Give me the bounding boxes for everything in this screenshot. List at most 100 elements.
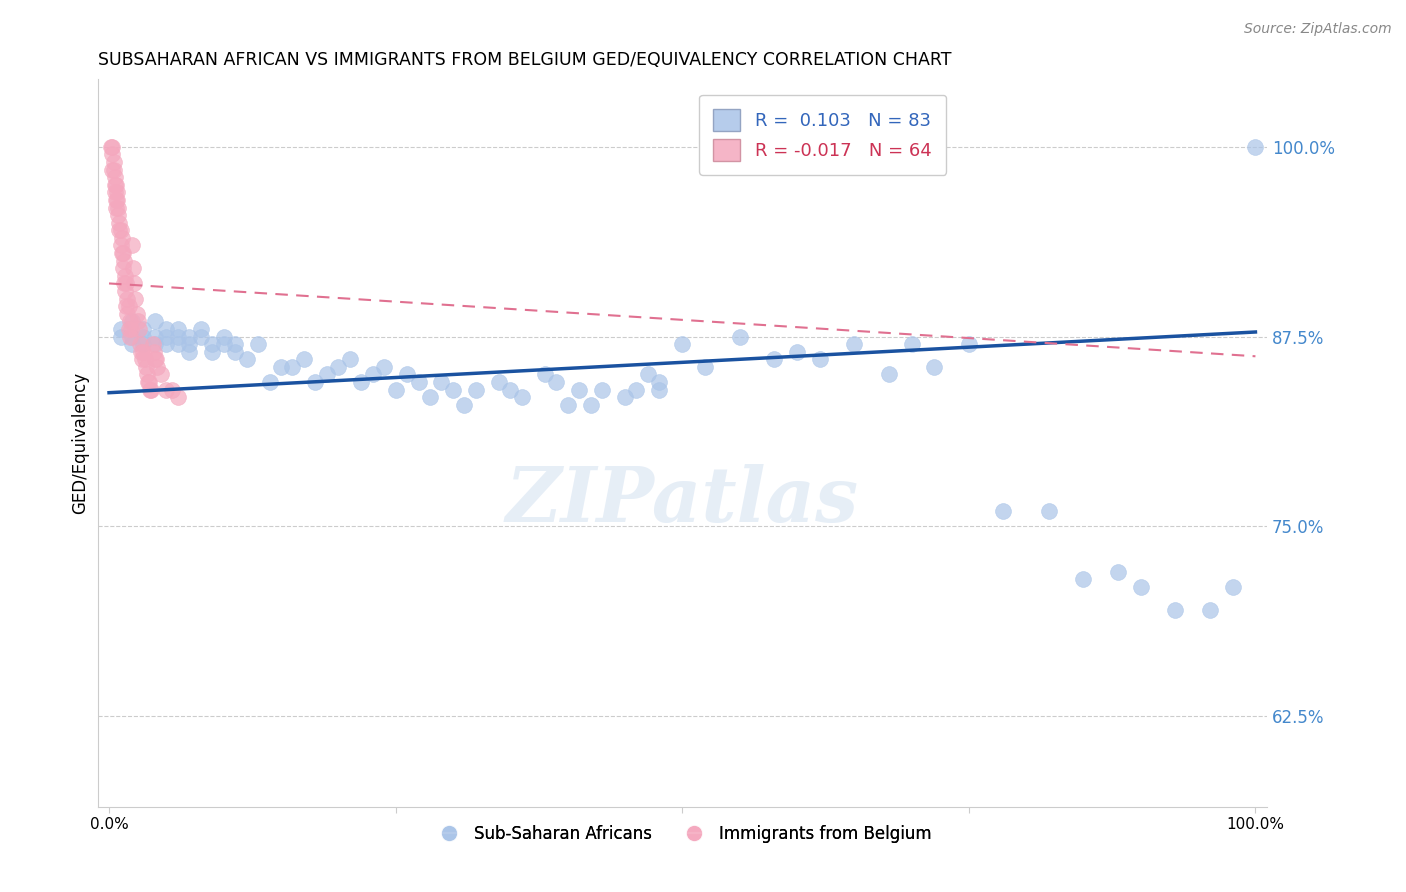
Point [136,375,159,389]
Point [408,375,430,389]
Point [104,193,127,207]
Point [591,383,613,397]
Point [118,329,141,343]
Point [373,359,395,374]
Point [224,344,246,359]
Point [101,162,124,177]
Point [235,352,257,367]
Point [900,337,922,351]
Point [155,322,177,336]
Point [613,390,636,404]
Point [1164,603,1187,617]
Point [877,368,900,382]
Point [111,246,134,260]
Point [155,329,177,343]
Point [104,201,127,215]
Point [101,147,124,161]
Point [146,359,169,374]
Legend: Sub-Saharan Africans, Immigrants from Belgium: Sub-Saharan Africans, Immigrants from Be… [426,818,938,850]
Point [121,238,143,252]
Point [129,344,152,359]
Point [121,314,143,328]
Point [100,140,122,154]
Point [114,268,136,283]
Point [1198,603,1220,617]
Point [568,383,591,397]
Point [122,261,145,276]
Point [117,322,139,336]
Point [112,277,135,291]
Y-axis label: GED/Equivalency: GED/Equivalency [72,372,89,514]
Point [1129,580,1152,594]
Point [201,344,224,359]
Point [112,253,135,268]
Point [350,375,373,389]
Point [117,299,139,313]
Point [115,299,138,313]
Point [648,375,671,389]
Point [101,140,124,154]
Point [139,383,162,397]
Text: SUBSAHARAN AFRICAN VS IMMIGRANTS FROM BELGIUM GED/EQUIVALENCY CORRELATION CHART: SUBSAHARAN AFRICAN VS IMMIGRANTS FROM BE… [97,51,950,69]
Point [132,329,155,343]
Point [118,314,141,328]
Point [488,375,510,389]
Point [155,337,177,351]
Point [103,162,125,177]
Point [361,368,384,382]
Point [510,390,533,404]
Point [107,208,129,222]
Point [108,216,131,230]
Point [247,337,270,351]
Point [924,359,946,374]
Point [166,322,188,336]
Point [304,375,326,389]
Point [120,322,142,336]
Point [557,398,579,412]
Point [786,344,808,359]
Point [1038,504,1060,518]
Point [124,292,146,306]
Point [499,383,522,397]
Point [762,352,785,367]
Point [128,322,150,336]
Point [626,383,648,397]
Point [132,322,155,336]
Point [111,261,134,276]
Point [110,223,132,237]
Point [166,329,188,343]
Point [259,375,281,389]
Point [117,292,139,306]
Point [114,284,136,298]
Point [143,329,166,343]
Point [111,246,134,260]
Point [132,344,155,359]
Point [104,170,127,185]
Point [546,375,568,389]
Point [143,352,166,367]
Point [179,329,201,343]
Point [125,307,148,321]
Point [111,231,134,245]
Point [1222,580,1244,594]
Point [135,359,157,374]
Point [149,368,172,382]
Point [107,201,129,215]
Point [328,359,350,374]
Point [648,383,671,397]
Point [430,375,453,389]
Point [179,344,201,359]
Point [464,383,486,397]
Point [135,368,157,382]
Point [166,390,188,404]
Point [131,352,153,367]
Point [224,337,246,351]
Point [453,398,475,412]
Point [110,329,132,343]
Point [115,277,138,291]
Point [134,352,156,367]
Point [110,322,132,336]
Point [155,383,177,397]
Point [132,337,155,351]
Point [142,337,165,351]
